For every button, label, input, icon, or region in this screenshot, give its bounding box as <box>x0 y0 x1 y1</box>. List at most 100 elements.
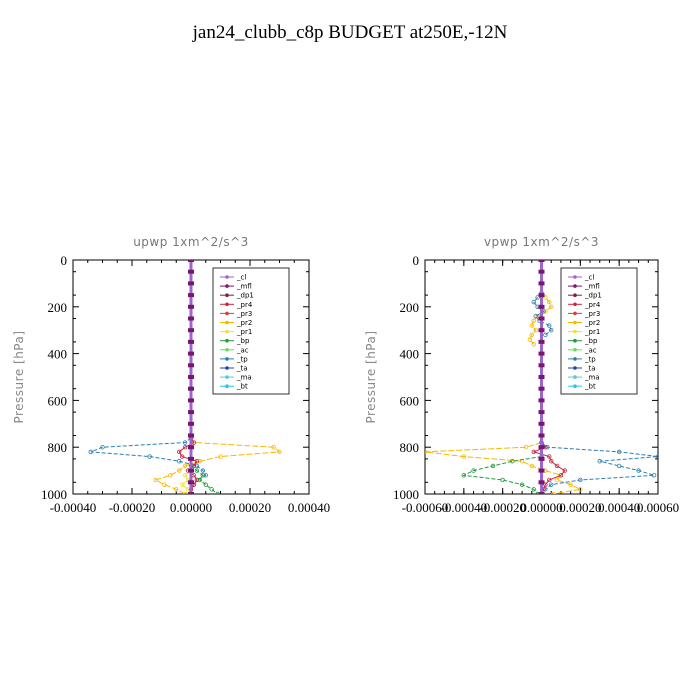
data-point <box>651 473 657 478</box>
legend-marker <box>225 375 229 379</box>
data-point <box>538 375 545 379</box>
x-tick-label: -0.00060 <box>402 500 449 515</box>
data-point <box>200 473 205 478</box>
legend-marker <box>573 329 577 334</box>
data-point <box>531 299 536 305</box>
data-point <box>533 313 538 319</box>
data-point <box>538 398 545 403</box>
data-point <box>578 477 583 483</box>
data-point <box>188 339 194 344</box>
series-line-bp <box>462 456 542 494</box>
legend-label: _dp1 <box>584 292 602 300</box>
legend-marker <box>573 293 577 298</box>
data-point <box>490 463 496 469</box>
legend-label: _pr4 <box>584 301 601 309</box>
data-point <box>538 433 545 438</box>
x-tick-label: 0.00020 <box>559 500 601 515</box>
data-point <box>549 459 554 464</box>
page-title: jan24_clubb_c8p BUDGET at250E,-12N <box>192 22 508 43</box>
data-point <box>558 473 564 478</box>
data-point <box>188 386 194 391</box>
data-point <box>153 477 158 483</box>
legend-label: _pr3 <box>236 310 252 318</box>
legend-label: _pr2 <box>584 319 600 327</box>
data-point <box>547 477 552 483</box>
data-point <box>182 440 188 445</box>
legend-marker <box>573 338 577 343</box>
data-point <box>543 295 548 300</box>
data-point <box>549 304 554 309</box>
data-point <box>179 454 185 459</box>
legend-marker <box>573 384 577 389</box>
chart-1: upwp 1xm^2/s^3 Pressure [hPa] 0 200 400 600 80… <box>12 235 330 515</box>
data-point <box>176 449 182 455</box>
x-tick-label: -0.00040 <box>441 500 488 515</box>
data-point <box>538 304 545 309</box>
data-point <box>538 339 545 344</box>
x-tick-label: -0.00020 <box>109 500 156 515</box>
x-tick-label: 0.00060 <box>637 500 679 515</box>
legend-marker <box>225 284 229 288</box>
data-point <box>188 304 194 309</box>
y-tick-label: 600 <box>48 393 68 408</box>
series-line-tp <box>541 442 658 494</box>
data-point <box>179 482 185 487</box>
legend-label: _tp <box>584 355 596 363</box>
data-point <box>529 332 534 338</box>
legend-label: _bp <box>584 337 598 345</box>
y-tick-label: 400 <box>400 347 420 362</box>
data-point <box>461 473 467 478</box>
data-point <box>597 459 602 464</box>
plot-title: upwp 1xm^2/s^3 <box>133 235 249 249</box>
data-point <box>562 468 567 473</box>
series-line-tp <box>90 437 207 494</box>
legend-label: _mfl <box>584 283 600 291</box>
data-point <box>197 477 203 483</box>
legend-marker <box>225 311 229 316</box>
y-tick-label: 800 <box>48 440 68 455</box>
data-point <box>538 456 545 461</box>
legend-marker <box>573 284 577 288</box>
data-point <box>188 269 194 274</box>
data-point <box>176 468 182 473</box>
legend-marker <box>225 366 229 370</box>
data-point <box>188 375 194 379</box>
y-tick-label: 1000 <box>41 487 67 502</box>
data-point <box>547 299 552 305</box>
data-point <box>197 459 203 464</box>
data-point <box>188 281 194 286</box>
legend-label: _ma <box>584 374 600 382</box>
data-point <box>182 463 188 469</box>
series-line-tp <box>533 292 552 336</box>
data-point <box>188 351 194 356</box>
y-tick-label: 200 <box>48 300 68 315</box>
y-tick-label: 0 <box>61 253 68 268</box>
data-point <box>510 459 515 464</box>
data-point <box>188 363 194 368</box>
legend-label: _pr3 <box>584 310 600 318</box>
data-point <box>550 491 556 494</box>
series-line-pr2 <box>154 437 281 494</box>
data-point <box>529 323 534 328</box>
y-tick-label: 800 <box>400 440 420 455</box>
legend-marker <box>573 302 577 307</box>
data-point <box>188 328 194 333</box>
data-point <box>636 468 641 473</box>
data-point <box>194 459 200 464</box>
data-point <box>215 491 220 494</box>
legend-label: _ac <box>236 346 249 354</box>
y-tick-label: 1000 <box>393 487 419 502</box>
legend-label: _bp <box>236 337 250 345</box>
plot-title: vpwp 1xm^2/s^3 <box>484 235 599 249</box>
data-point <box>188 456 194 461</box>
data-point <box>188 492 194 494</box>
data-point <box>147 454 152 459</box>
data-point <box>554 463 560 469</box>
data-point <box>182 445 188 450</box>
x-tick-label: 0.00000 <box>520 500 562 515</box>
series-group <box>88 260 282 494</box>
series-group <box>425 260 658 494</box>
data-point <box>538 410 545 415</box>
data-point <box>218 454 223 459</box>
data-point <box>538 293 545 298</box>
